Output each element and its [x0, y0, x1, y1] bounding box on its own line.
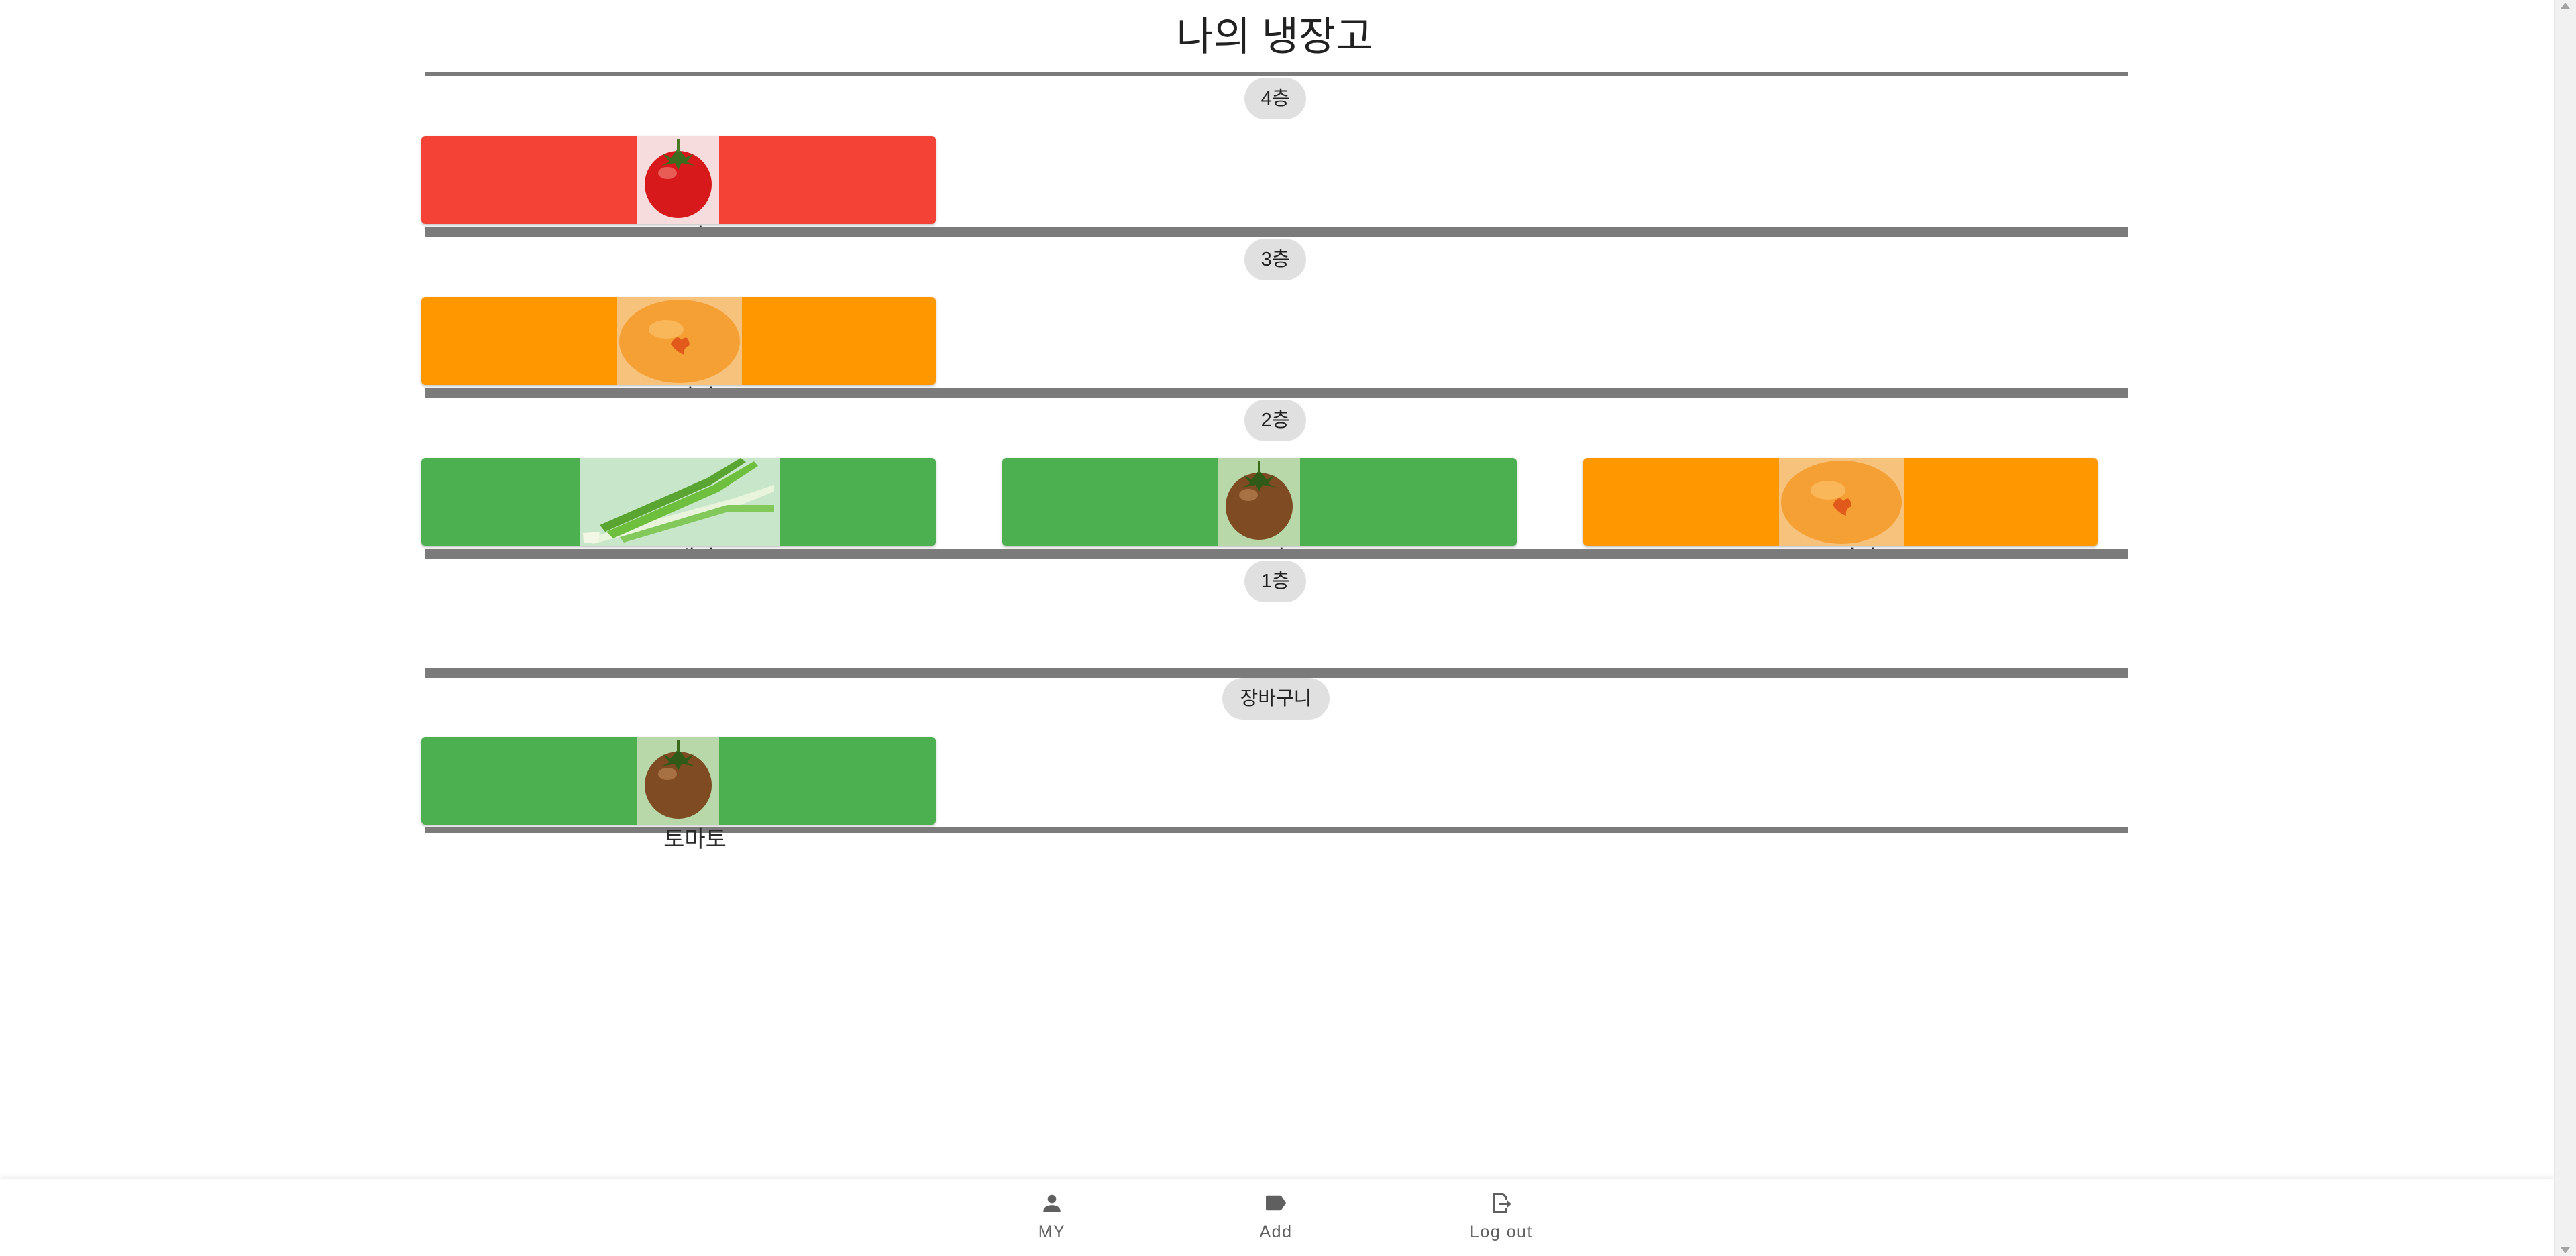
page-title: 나의 냉장고: [1176, 14, 1373, 59]
person-icon: [1043, 1194, 1061, 1212]
vertical-scrollbar[interactable]: [2554, 0, 2576, 1256]
title-divider: [425, 72, 2128, 76]
shelf-chip-4f: 4층: [1244, 78, 1306, 119]
shelf-divider-1f: [425, 668, 2128, 678]
shelf-chip-2f: 2층: [1244, 400, 1306, 441]
potato-photo: [1779, 458, 1904, 546]
green-onion-photo: [580, 458, 780, 546]
scroll-down-arrow-icon[interactable]: [2561, 1247, 2570, 1253]
tomato-photo: [637, 136, 719, 224]
shelf-divider-3f: [425, 388, 2128, 398]
shelf-divider-4f: [425, 227, 2128, 237]
potato-photo: [617, 297, 742, 385]
food-card-green-onion[interactable]: [421, 458, 936, 546]
nav-add-button[interactable]: Add: [1209, 1186, 1343, 1253]
label-tag-icon: [1266, 1195, 1286, 1211]
scroll-up-arrow-icon[interactable]: [2561, 3, 2570, 9]
shelf-chip-1f: 1층: [1244, 561, 1306, 602]
shelf-chip-3f: 3층: [1244, 239, 1306, 280]
nav-my-button[interactable]: MY: [985, 1186, 1119, 1253]
tomato-photo: [637, 737, 719, 825]
logout-icon: [1493, 1193, 1511, 1213]
tomato-photo: [1218, 458, 1300, 546]
nav-logout-button[interactable]: Log out: [1434, 1186, 1568, 1253]
basket-divider: [425, 827, 2128, 833]
nav-my-label: MY: [1038, 1222, 1066, 1241]
nav-logout-label: Log out: [1470, 1222, 1533, 1241]
food-card-potato[interactable]: [1583, 458, 2098, 546]
food-card-potato[interactable]: [421, 297, 936, 385]
bottom-navigation: MY Add Log out: [0, 1179, 2555, 1256]
food-card-tomato[interactable]: [1002, 458, 1517, 546]
food-card-tomato[interactable]: [421, 737, 936, 825]
food-label-tomato: 토마토: [663, 827, 727, 852]
basket-chip: 장바구니: [1222, 678, 1330, 720]
shelf-divider-2f: [425, 549, 2128, 559]
nav-add-label: Add: [1259, 1222, 1293, 1241]
food-card-tomato[interactable]: [421, 136, 936, 224]
